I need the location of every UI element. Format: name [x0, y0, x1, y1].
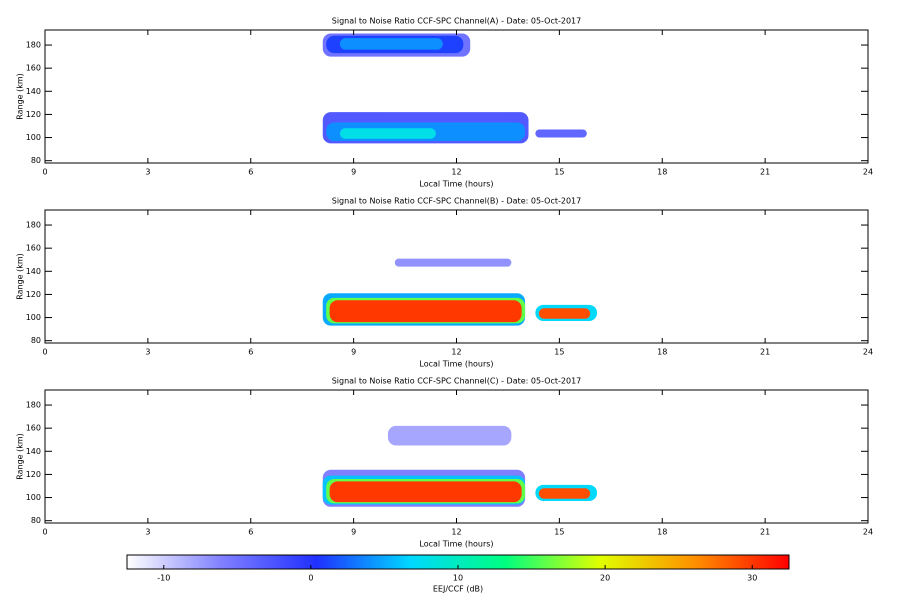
y-tick-label: 120 [26, 290, 41, 299]
x-tick-label: 3 [145, 528, 150, 537]
heat-patch [394, 258, 512, 267]
colorbar-tick-label: 10 [453, 574, 463, 583]
heat-patch [329, 481, 522, 503]
y-tick-label: 140 [26, 87, 41, 96]
x-tick-label: 21 [760, 168, 770, 177]
x-tick-label: 24 [863, 528, 873, 537]
x-tick-label: 15 [554, 528, 564, 537]
x-tick-label: 21 [760, 528, 770, 537]
y-tick-label: 160 [26, 64, 41, 73]
heat-patch [387, 425, 512, 446]
x-tick-label: 6 [248, 168, 253, 177]
y-tick-label: 80 [31, 156, 41, 165]
colorbar-tick-label: 20 [600, 574, 610, 583]
chart-title: Signal to Noise Ratio CCF-SPC Channel(A)… [332, 17, 581, 26]
x-tick-label: 21 [760, 348, 770, 357]
x-tick-label: 9 [351, 348, 356, 357]
chart-title: Signal to Noise Ratio CCF-SPC Channel(B)… [332, 197, 581, 206]
colorbar-tick-label: -10 [157, 574, 170, 583]
y-tick-label: 140 [26, 267, 41, 276]
heat-patch [329, 300, 522, 323]
heat-patch [339, 128, 436, 139]
x-tick-label: 3 [145, 348, 150, 357]
colorbar-tick-label: 0 [308, 574, 313, 583]
x-tick-label: 24 [863, 348, 873, 357]
colorbar-label: EEJ/CCF (dB) [433, 585, 483, 594]
y-tick-label: 180 [26, 41, 41, 50]
heat-patch [339, 38, 443, 50]
y-tick-label: 80 [31, 516, 41, 525]
x-tick-label: 6 [248, 528, 253, 537]
x-axis-label: Local Time (hours) [419, 540, 493, 549]
x-axis-label: Local Time (hours) [419, 360, 493, 369]
y-tick-label: 100 [26, 313, 41, 322]
x-tick-label: 0 [42, 348, 47, 357]
x-tick-label: 6 [248, 348, 253, 357]
x-tick-label: 9 [351, 528, 356, 537]
heat-patch [538, 308, 591, 319]
x-tick-label: 18 [657, 528, 667, 537]
y-tick-label: 100 [26, 493, 41, 502]
x-tick-label: 15 [554, 348, 564, 357]
y-tick-label: 140 [26, 447, 41, 456]
y-tick-label: 160 [26, 424, 41, 433]
colorbar-tick-label: 30 [747, 574, 757, 583]
y-axis-label: Range (km) [16, 73, 25, 120]
x-tick-label: 12 [451, 528, 461, 537]
y-tick-label: 120 [26, 110, 41, 119]
y-tick-label: 180 [26, 221, 41, 230]
x-tick-label: 0 [42, 528, 47, 537]
x-tick-label: 9 [351, 168, 356, 177]
y-tick-label: 100 [26, 133, 41, 142]
x-tick-label: 12 [451, 168, 461, 177]
x-tick-label: 12 [451, 348, 461, 357]
x-tick-label: 3 [145, 168, 150, 177]
y-tick-label: 120 [26, 470, 41, 479]
heat-patch [535, 129, 587, 138]
y-tick-label: 80 [31, 336, 41, 345]
y-axis-label: Range (km) [16, 433, 25, 480]
x-axis-label: Local Time (hours) [419, 180, 493, 189]
y-tick-label: 180 [26, 401, 41, 410]
y-tick-label: 160 [26, 244, 41, 253]
x-tick-label: 18 [657, 168, 667, 177]
x-tick-label: 15 [554, 168, 564, 177]
y-axis-label: Range (km) [16, 253, 25, 300]
x-tick-label: 0 [42, 168, 47, 177]
heat-patch [538, 488, 591, 499]
chart-title: Signal to Noise Ratio CCF-SPC Channel(C)… [332, 377, 582, 386]
x-tick-label: 24 [863, 168, 873, 177]
x-tick-label: 18 [657, 348, 667, 357]
